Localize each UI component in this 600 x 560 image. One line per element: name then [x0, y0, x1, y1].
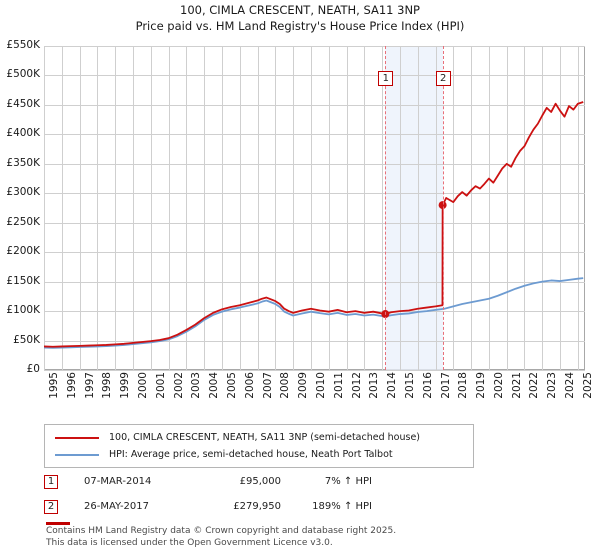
- event-marker-badge[interactable]: 2: [435, 71, 451, 86]
- event-marker-line: [385, 46, 387, 370]
- y-axis-tick-label: £150K: [6, 274, 40, 287]
- footer-copyright: Contains HM Land Registry data © Crown c…: [46, 526, 397, 536]
- y-axis-tick-label: £550K: [6, 39, 40, 51]
- x-axis-tick-label: 2022: [528, 372, 541, 399]
- y-axis-tick-label: £500K: [6, 68, 40, 81]
- event-marker-badge[interactable]: 1: [378, 71, 394, 86]
- transaction-price: £95,000: [239, 476, 281, 487]
- table-row[interactable]: 2 26-MAY-2017 £279,950 189% ↑ HPI: [44, 499, 464, 524]
- x-axis-tick-label: 2019: [475, 372, 488, 399]
- legend-label-hpi: HPI: Average price, semi-detached house,…: [109, 449, 393, 460]
- x-axis-tick-label: 2000: [136, 372, 149, 399]
- y-axis-tick-label: £50K: [13, 333, 40, 346]
- y-axis-tick-label: £200K: [6, 245, 40, 258]
- x-axis-tick-label: 1995: [48, 372, 60, 399]
- event-marker-line: [442, 46, 444, 370]
- ownership-period-band: [385, 46, 443, 370]
- x-axis-tick-label: 2015: [403, 372, 416, 399]
- y-axis-tick-label: £350K: [6, 156, 40, 169]
- legend-entry-property: 100, CIMLA CRESCENT, NEATH, SA11 3NP (se…: [51, 429, 467, 446]
- x-axis-tick-label: 2021: [510, 372, 523, 399]
- x-axis-tick-label: 2013: [368, 372, 381, 399]
- x-axis-tick-label: 2024: [564, 372, 577, 399]
- x-axis-tick-label: 2002: [172, 372, 185, 399]
- x-axis-tick-label: 2004: [208, 372, 221, 399]
- x-axis-tick-label: 2020: [492, 372, 505, 399]
- x-axis-tick-label: 1998: [101, 372, 114, 399]
- footer-rule: [46, 522, 70, 525]
- chart-series-layer: [44, 101, 584, 349]
- plot-background: [44, 46, 585, 370]
- transaction-hpi-delta: 189% ↑ HPI: [312, 501, 372, 512]
- x-axis-tick-label: 1999: [119, 372, 132, 399]
- y-axis-labels: £0 £50K £100K £150K £200K £250K £300K £350K £400…: [0, 39, 600, 375]
- x-axis-tick-label: 2008: [279, 372, 292, 399]
- x-axis-tick-label: 2012: [350, 372, 363, 399]
- x-axis-tick-label: 2010: [314, 372, 327, 399]
- y-axis-tick-label: £450K: [6, 97, 40, 110]
- x-axis-tick-label: 2018: [457, 372, 470, 399]
- y-axis-tick-label: £0: [26, 363, 40, 375]
- x-axis-tick-label: 2006: [243, 372, 256, 399]
- x-axis-tick-label: 2014: [386, 372, 399, 399]
- y-axis-tick-label: £250K: [6, 215, 40, 228]
- transaction-list: 1 07-MAR-2014 £95,000 7% ↑ HPI 2 26-MAY-…: [44, 474, 464, 524]
- y-axis-tick-label: £100K: [6, 304, 40, 317]
- footer-licence: This data is licensed under the Open Gov…: [46, 537, 333, 548]
- legend-swatch-hpi: [55, 453, 99, 456]
- series-line: [44, 101, 584, 348]
- y-axis-tick-label: £400K: [6, 127, 40, 140]
- page-title: 100, CIMLA CRESCENT, NEATH, SA11 3NP: [180, 3, 420, 17]
- x-axis-tick-label: 1997: [83, 372, 96, 399]
- x-axis-tick-label: 2001: [154, 372, 167, 399]
- chart-gridlines: [44, 46, 585, 371]
- x-axis-tick-label: 2016: [421, 372, 434, 399]
- page-subtitle: Price paid vs. HM Land Registry's House …: [135, 19, 465, 33]
- chart-title-block: 100, CIMLA CRESCENT, NEATH, SA11 3NP Pri…: [0, 2, 600, 34]
- transaction-price: £279,950: [233, 501, 281, 512]
- x-axis-labels: 1995 1996 1997 1998 1999 2000 2001 2002 2003 2004…: [44, 372, 594, 406]
- chart-legend: 100, CIMLA CRESCENT, NEATH, SA11 3NP (se…: [44, 424, 474, 468]
- table-row[interactable]: 1 07-MAR-2014 £95,000 7% ↑ HPI: [44, 474, 464, 499]
- legend-label-property: 100, CIMLA CRESCENT, NEATH, SA11 3NP (se…: [109, 432, 420, 443]
- y-axis-tick-label: £300K: [6, 186, 40, 199]
- x-axis-tick-label: 2009: [297, 372, 310, 399]
- transaction-index-badge: 1: [44, 475, 58, 489]
- legend-swatch-property: [55, 436, 99, 439]
- x-axis-tick-label: 1996: [65, 372, 78, 399]
- transaction-date: 26-MAY-2017: [84, 501, 150, 512]
- transaction-index-badge: 2: [44, 500, 58, 514]
- x-axis-tick-label: 2005: [225, 372, 238, 399]
- x-axis-tick-label: 2023: [546, 372, 559, 399]
- x-axis-tick-label: 2025: [581, 372, 594, 399]
- legend-entry-hpi: HPI: Average price, semi-detached house,…: [51, 446, 467, 463]
- x-axis-tick-label: 2011: [332, 372, 345, 399]
- x-axis-tick-label: 2003: [190, 372, 203, 399]
- transaction-date: 07-MAR-2014: [84, 476, 152, 487]
- footer-attribution: Contains HM Land Registry data © Crown c…: [46, 526, 586, 549]
- series-line: [44, 277, 584, 349]
- x-axis-tick-label: 2017: [439, 372, 452, 399]
- transaction-hpi-delta: 7% ↑ HPI: [324, 476, 372, 487]
- x-axis-tick-label: 2007: [261, 372, 274, 399]
